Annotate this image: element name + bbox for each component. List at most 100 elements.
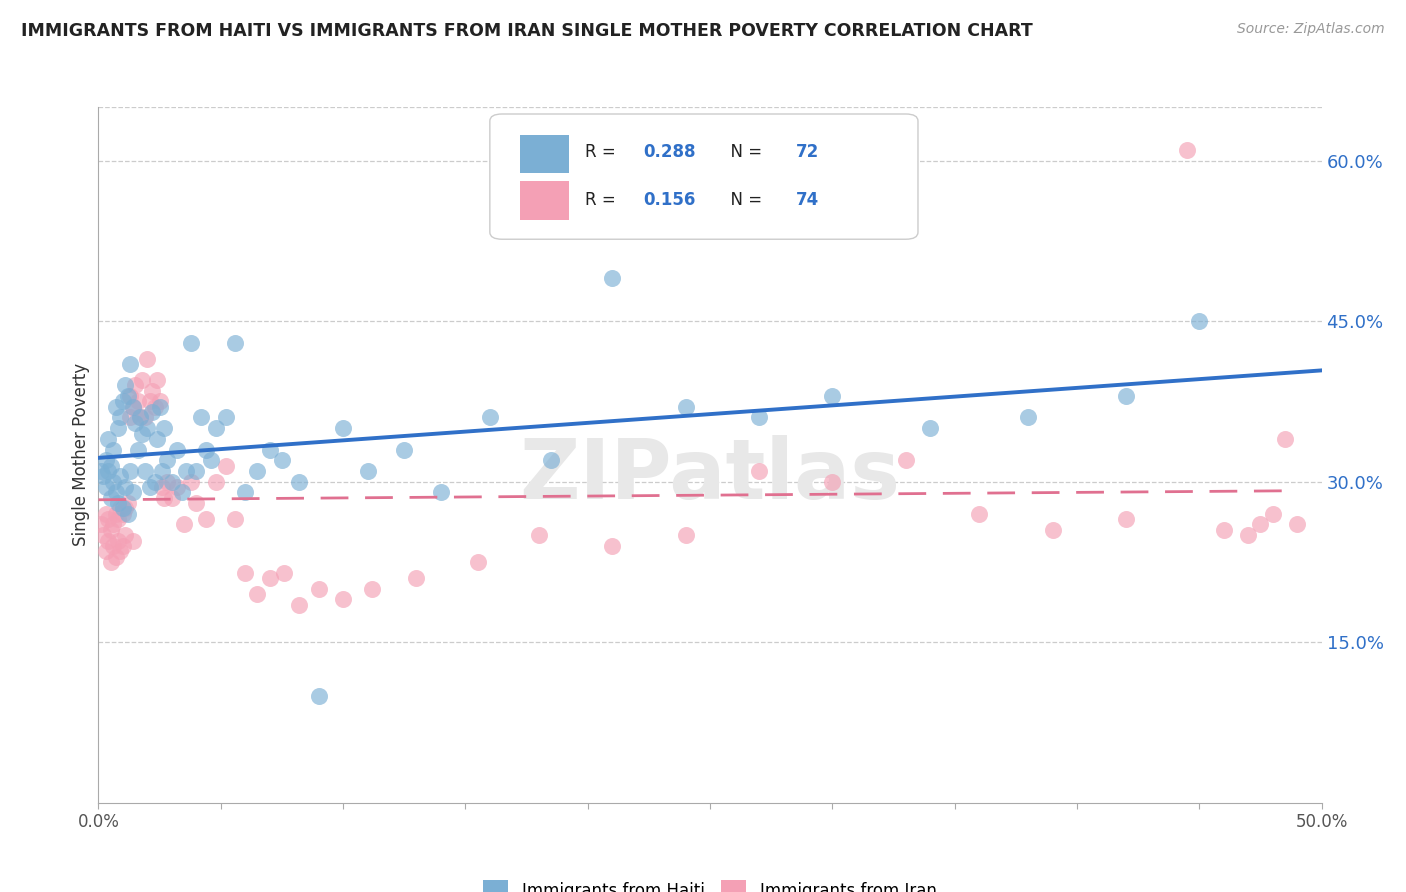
- Point: [111, 507, 134, 521]
- Point: [111, 394, 134, 409]
- Point: [1274, 432, 1296, 446]
- Point: [1286, 517, 1309, 532]
- Point: [478, 410, 501, 425]
- Text: R =: R =: [585, 191, 621, 209]
- Point: [129, 410, 152, 425]
- Point: [1237, 528, 1260, 542]
- Point: [121, 533, 143, 548]
- Point: [110, 410, 132, 425]
- FancyBboxPatch shape: [520, 135, 569, 173]
- Point: [117, 507, 139, 521]
- Point: [166, 480, 188, 494]
- Point: [110, 501, 132, 516]
- Point: [259, 442, 281, 457]
- FancyBboxPatch shape: [489, 114, 918, 239]
- Point: [100, 523, 122, 537]
- Point: [1212, 523, 1234, 537]
- Point: [143, 475, 166, 489]
- Point: [186, 496, 208, 510]
- Text: R =: R =: [585, 144, 621, 161]
- Point: [97, 512, 120, 526]
- Point: [120, 410, 142, 425]
- Point: [308, 689, 330, 703]
- Point: [104, 485, 127, 500]
- Point: [110, 469, 132, 483]
- Point: [134, 464, 156, 478]
- Point: [392, 442, 416, 457]
- Point: [100, 555, 122, 569]
- Point: [97, 533, 120, 548]
- Point: [94, 507, 117, 521]
- Point: [430, 485, 453, 500]
- Point: [134, 410, 156, 425]
- Point: [121, 400, 143, 414]
- Point: [120, 389, 142, 403]
- Point: [107, 512, 129, 526]
- Point: [176, 464, 198, 478]
- Point: [104, 549, 127, 564]
- Point: [600, 271, 623, 285]
- Point: [153, 421, 176, 435]
- Text: ZIPatlas: ZIPatlas: [520, 435, 900, 516]
- Point: [527, 528, 550, 542]
- Point: [143, 400, 166, 414]
- Point: [127, 394, 149, 409]
- Point: [821, 389, 844, 403]
- Point: [160, 491, 183, 505]
- Point: [117, 496, 139, 510]
- Point: [748, 464, 770, 478]
- Point: [205, 421, 228, 435]
- Point: [120, 464, 142, 478]
- Point: [214, 458, 236, 473]
- Point: [146, 373, 169, 387]
- Text: 72: 72: [796, 144, 818, 161]
- Point: [107, 533, 129, 548]
- Point: [173, 517, 195, 532]
- Point: [139, 480, 162, 494]
- Point: [114, 480, 136, 494]
- Point: [111, 539, 134, 553]
- Text: IMMIGRANTS FROM HAITI VS IMMIGRANTS FROM IRAN SINGLE MOTHER POVERTY CORRELATION : IMMIGRANTS FROM HAITI VS IMMIGRANTS FROM…: [21, 22, 1033, 40]
- Point: [1175, 143, 1198, 157]
- Point: [467, 555, 489, 569]
- Point: [205, 475, 228, 489]
- Point: [224, 512, 246, 526]
- Point: [540, 453, 562, 467]
- Text: N =: N =: [720, 144, 768, 161]
- Point: [117, 389, 139, 403]
- Point: [246, 464, 269, 478]
- Point: [91, 469, 114, 483]
- Point: [170, 485, 193, 500]
- Point: [308, 582, 330, 596]
- Point: [675, 400, 697, 414]
- Point: [405, 571, 427, 585]
- Point: [114, 528, 136, 542]
- Point: [121, 485, 143, 500]
- Point: [1115, 512, 1137, 526]
- Text: 0.288: 0.288: [643, 144, 695, 161]
- Legend: Immigrants from Haiti, Immigrants from Iran: Immigrants from Haiti, Immigrants from I…: [477, 874, 943, 892]
- Point: [120, 357, 142, 371]
- Point: [100, 458, 122, 473]
- Point: [361, 582, 384, 596]
- Point: [166, 442, 188, 457]
- Point: [356, 464, 378, 478]
- FancyBboxPatch shape: [520, 181, 569, 219]
- Point: [821, 475, 844, 489]
- Point: [90, 464, 112, 478]
- Point: [156, 453, 179, 467]
- Point: [146, 432, 169, 446]
- Point: [160, 475, 183, 489]
- Point: [233, 566, 256, 580]
- Point: [97, 464, 120, 478]
- Point: [270, 453, 294, 467]
- Point: [332, 421, 354, 435]
- Point: [195, 442, 218, 457]
- Point: [149, 394, 172, 409]
- Point: [124, 378, 146, 392]
- Point: [180, 335, 202, 350]
- Point: [180, 475, 202, 489]
- Point: [1115, 389, 1137, 403]
- Point: [1249, 517, 1271, 532]
- Point: [104, 400, 127, 414]
